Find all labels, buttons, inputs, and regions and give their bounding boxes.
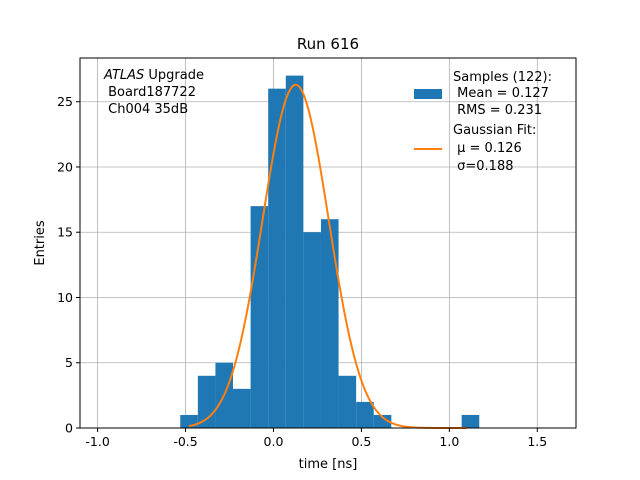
histogram-bar	[197, 375, 216, 428]
y-ticks: 0 5 10 15 20 25	[57, 94, 80, 436]
x-tick-label: -1.0	[85, 434, 109, 449]
legend-samples-rms: RMS = 0.231	[453, 103, 542, 118]
histogram-bar	[338, 375, 357, 428]
x-tick-label: 0.0	[264, 434, 284, 449]
plot-frame	[79, 57, 577, 429]
x-tick-label: -0.5	[173, 434, 197, 449]
legend-fit-title: Gaussian Fit:	[453, 123, 536, 138]
histogram-bar	[356, 401, 374, 428]
legend-fit-mu: μ = 0.126	[453, 141, 522, 156]
annotation: ATLAS Upgrade Board187722 Ch004 35dB	[103, 68, 204, 117]
y-tick-label: 15	[57, 225, 73, 240]
x-tick-label: 1.5	[527, 434, 547, 449]
histogram-bar	[233, 388, 251, 428]
legend: Samples (122): Mean = 0.127 RMS = 0.231 …	[414, 70, 552, 174]
x-tick-label: 0.5	[351, 434, 371, 449]
legend-fit-sigma: σ=0.188	[453, 159, 513, 174]
annotation-board: Board187722	[104, 85, 196, 100]
annotation-atlas: ATLAS	[103, 68, 144, 83]
y-tick-label: 0	[65, 421, 73, 436]
histogram-bar	[303, 232, 321, 428]
annotation-channel: Ch004 35dB	[104, 102, 188, 117]
legend-samples-swatch	[414, 89, 442, 99]
histogram-bar	[285, 75, 304, 428]
legend-samples-mean: Mean = 0.127	[453, 86, 549, 101]
annotation-line-1: ATLAS Upgrade	[103, 68, 204, 83]
chart-title: Run 616	[297, 35, 359, 53]
x-tick-label: 1.0	[439, 434, 459, 449]
x-axis-label: time [ns]	[299, 457, 358, 472]
histogram-bar	[461, 414, 480, 428]
y-axis-label: Entries	[33, 220, 48, 266]
legend-samples-title: Samples (122):	[453, 70, 552, 85]
y-tick-label: 25	[57, 94, 73, 109]
y-tick-label: 10	[57, 290, 73, 305]
histogram-bar	[320, 219, 339, 428]
y-tick-label: 5	[65, 355, 73, 370]
annotation-upgrade: Upgrade	[144, 68, 204, 83]
y-tick-label: 20	[57, 159, 73, 174]
histogram-bars	[180, 75, 480, 428]
x-ticks: -1.0 -0.5 0.0 0.5 1.0 1.5	[85, 428, 547, 449]
histogram-bar	[268, 88, 286, 428]
histogram-bar	[373, 414, 392, 428]
